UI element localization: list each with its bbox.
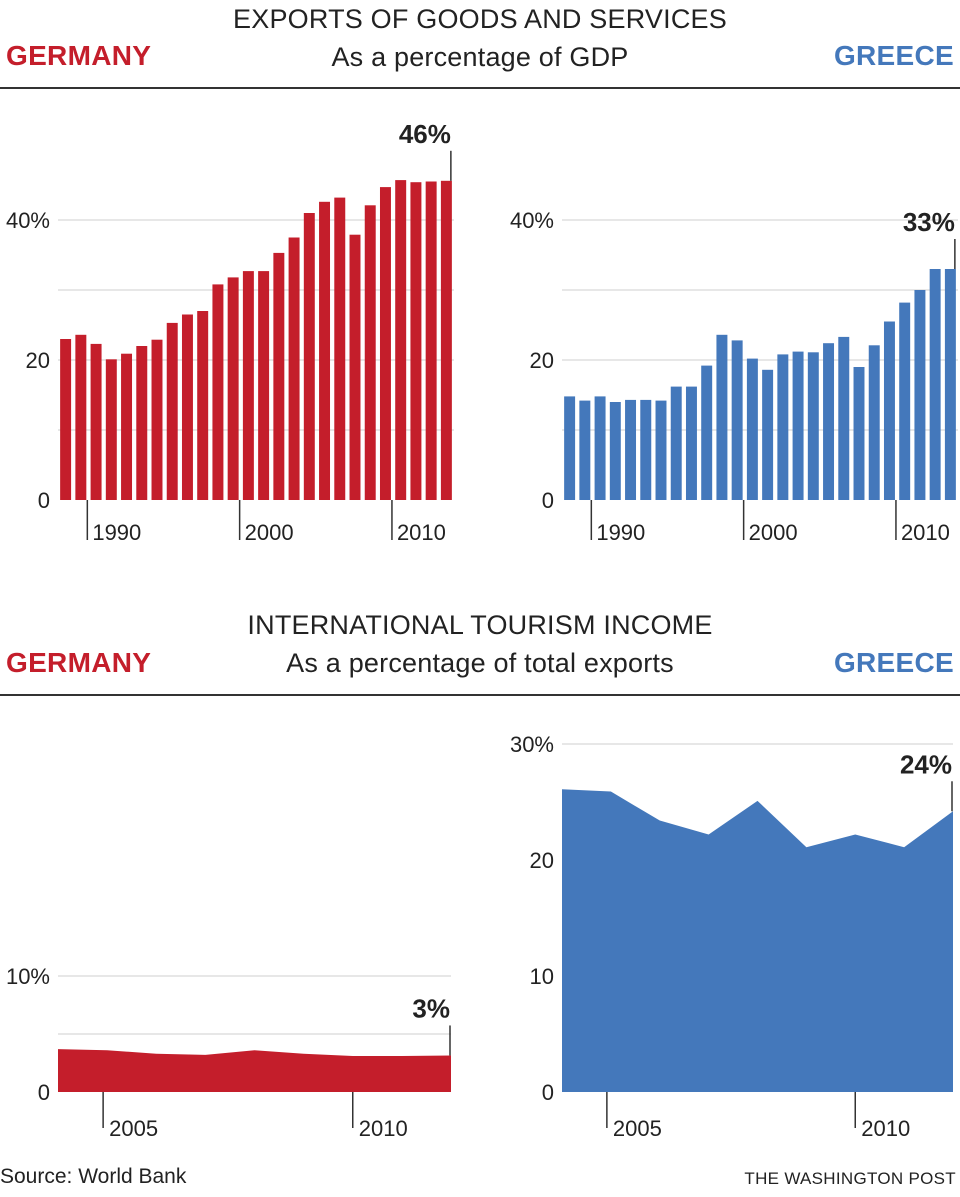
bar <box>731 340 743 500</box>
bar <box>655 400 667 500</box>
x-tick-label: 2000 <box>749 520 798 545</box>
bar <box>609 402 621 500</box>
greece-label-top: GREECE <box>833 40 954 71</box>
bar <box>579 400 591 500</box>
bar <box>853 367 865 500</box>
bar <box>410 182 422 500</box>
germany-label-bottom: GERMANY <box>6 647 152 678</box>
x-tick-label: 2010 <box>861 1116 910 1141</box>
bar <box>746 358 758 500</box>
greece-tourism-chart: 0 10 20 30% 2005 2010 24% <box>510 732 953 1141</box>
x-tick-label: 2010 <box>359 1116 408 1141</box>
bar <box>625 399 637 500</box>
y-tick-label: 10% <box>6 964 50 989</box>
annotation-label: 33% <box>903 207 955 237</box>
x-tick-label: 2005 <box>613 1116 662 1141</box>
annotation-label: 3% <box>412 993 450 1023</box>
x-tick-label: 2005 <box>109 1116 158 1141</box>
bar <box>364 205 376 501</box>
germany-tourism-chart: 0 10% 2005 2010 3% <box>6 964 451 1141</box>
y-tick-label: 40% <box>6 208 50 233</box>
y-tick-label: 30% <box>510 732 554 757</box>
area-series <box>58 1049 451 1092</box>
bottom-divider <box>0 694 960 696</box>
bar <box>75 334 87 500</box>
bar <box>227 277 239 500</box>
bar <box>440 180 452 501</box>
greece-label-bottom: GREECE <box>833 647 954 678</box>
y-tick-label: 40% <box>510 208 554 233</box>
exports-subtitle: As a percentage of GDP <box>331 42 629 72</box>
bar <box>242 271 254 500</box>
publisher-credit: THE WASHINGTON POST <box>744 1169 956 1188</box>
bar <box>823 343 835 500</box>
y-tick-label: 20 <box>530 848 554 873</box>
bar <box>640 399 652 500</box>
y-tick-label: 10 <box>530 964 554 989</box>
bar <box>777 354 789 500</box>
greece-exports-chart: 0 20 40% 1990 2000 2010 33% <box>510 207 958 545</box>
bar <box>807 352 819 500</box>
germany-label-top: GERMANY <box>6 40 152 71</box>
area-series <box>562 789 953 1092</box>
bar <box>151 339 163 500</box>
bar <box>212 284 224 500</box>
bar <box>838 336 850 500</box>
x-tick-label: 1990 <box>92 520 141 545</box>
x-tick-label: 2000 <box>245 520 294 545</box>
bar <box>762 369 774 500</box>
bar <box>716 334 728 500</box>
annotation-label: 46% <box>399 119 451 149</box>
bar <box>334 197 346 500</box>
germany-exports-chart: 0 20 40% 1990 2000 2010 46% <box>6 119 454 545</box>
bar <box>395 180 407 500</box>
x-tick-label: 2010 <box>901 520 950 545</box>
tourism-title: INTERNATIONAL TOURISM INCOME <box>247 610 713 640</box>
bar <box>136 346 148 500</box>
bar <box>899 302 911 500</box>
bar <box>670 386 682 500</box>
y-tick-label: 0 <box>38 1080 50 1105</box>
bar <box>319 201 331 501</box>
y-tick-label: 0 <box>542 488 554 513</box>
y-tick-label: 0 <box>542 1080 554 1105</box>
bar <box>868 345 880 500</box>
tourism-subtitle: As a percentage of total exports <box>286 648 674 678</box>
x-tick-label: 1990 <box>596 520 645 545</box>
bar <box>792 351 804 500</box>
annotation-label: 24% <box>900 749 952 779</box>
bar <box>166 322 178 500</box>
bar <box>685 386 697 500</box>
bar <box>90 343 102 500</box>
exports-title: EXPORTS OF GOODS AND SERVICES <box>233 4 727 34</box>
bar <box>914 290 926 500</box>
y-tick-label: 0 <box>38 488 50 513</box>
bar <box>425 181 437 500</box>
bar <box>258 271 270 500</box>
bar <box>929 269 941 500</box>
bar <box>594 396 606 500</box>
source-note: Source: World Bank <box>0 1165 187 1188</box>
bar <box>60 339 72 500</box>
bar <box>105 359 117 500</box>
bar <box>121 353 133 500</box>
y-tick-label: 20 <box>530 348 554 373</box>
x-tick-label: 2010 <box>397 520 446 545</box>
bar <box>564 396 576 500</box>
top-divider <box>0 87 960 89</box>
bar <box>273 252 285 500</box>
bar <box>883 321 895 500</box>
bar <box>197 311 209 500</box>
bar <box>181 314 193 500</box>
bar <box>303 213 315 500</box>
y-tick-label: 20 <box>26 348 50 373</box>
bar <box>349 234 361 500</box>
bar <box>379 187 391 500</box>
bar <box>288 237 300 500</box>
bar <box>944 269 956 500</box>
bar <box>701 365 713 500</box>
